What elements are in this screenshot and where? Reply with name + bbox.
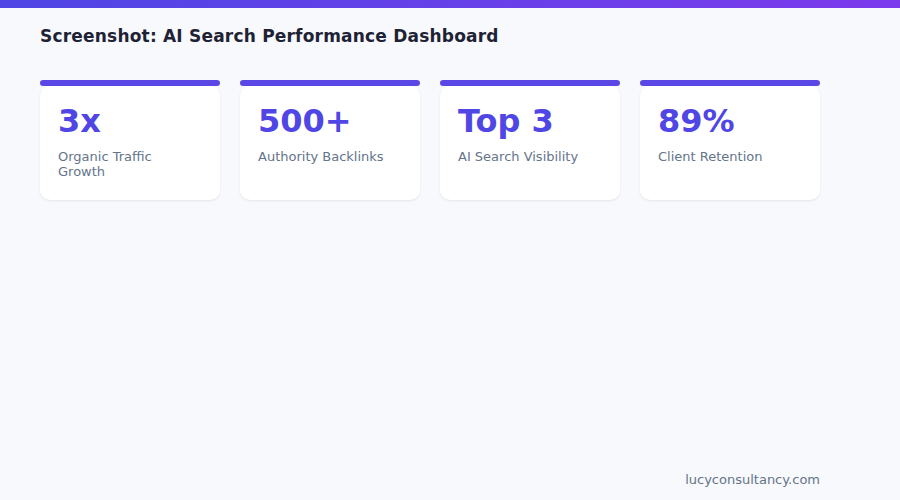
stat-card-body: Top 3 AI Search Visibility — [440, 86, 620, 200]
top-accent-bar — [0, 0, 900, 8]
page-title: Screenshot: AI Search Performance Dashbo… — [40, 26, 499, 46]
stat-label: Authority Backlinks — [258, 149, 402, 164]
stat-card-ai-visibility: Top 3 AI Search Visibility — [440, 80, 620, 200]
footer-domain-text: lucyconsultancy.com — [685, 472, 820, 487]
stat-value: 89% — [658, 104, 802, 139]
stat-value: 500+ — [258, 104, 402, 139]
stat-value: Top 3 — [458, 104, 602, 139]
stat-card-organic-traffic: 3x Organic Traffic Growth — [40, 80, 220, 200]
stat-label: AI Search Visibility — [458, 149, 602, 164]
stat-card-body: 500+ Authority Backlinks — [240, 86, 420, 200]
stats-cards-row: 3x Organic Traffic Growth 500+ Authority… — [40, 80, 820, 200]
stat-card-body: 89% Client Retention — [640, 86, 820, 200]
stat-value: 3x — [58, 104, 202, 139]
stat-label: Client Retention — [658, 149, 802, 164]
stat-card-backlinks: 500+ Authority Backlinks — [240, 80, 420, 200]
footer: lucyconsultancy.com — [40, 469, 820, 488]
stat-label: Organic Traffic Growth — [58, 149, 202, 179]
stat-card-client-retention: 89% Client Retention — [640, 80, 820, 200]
stat-card-body: 3x Organic Traffic Growth — [40, 86, 220, 200]
